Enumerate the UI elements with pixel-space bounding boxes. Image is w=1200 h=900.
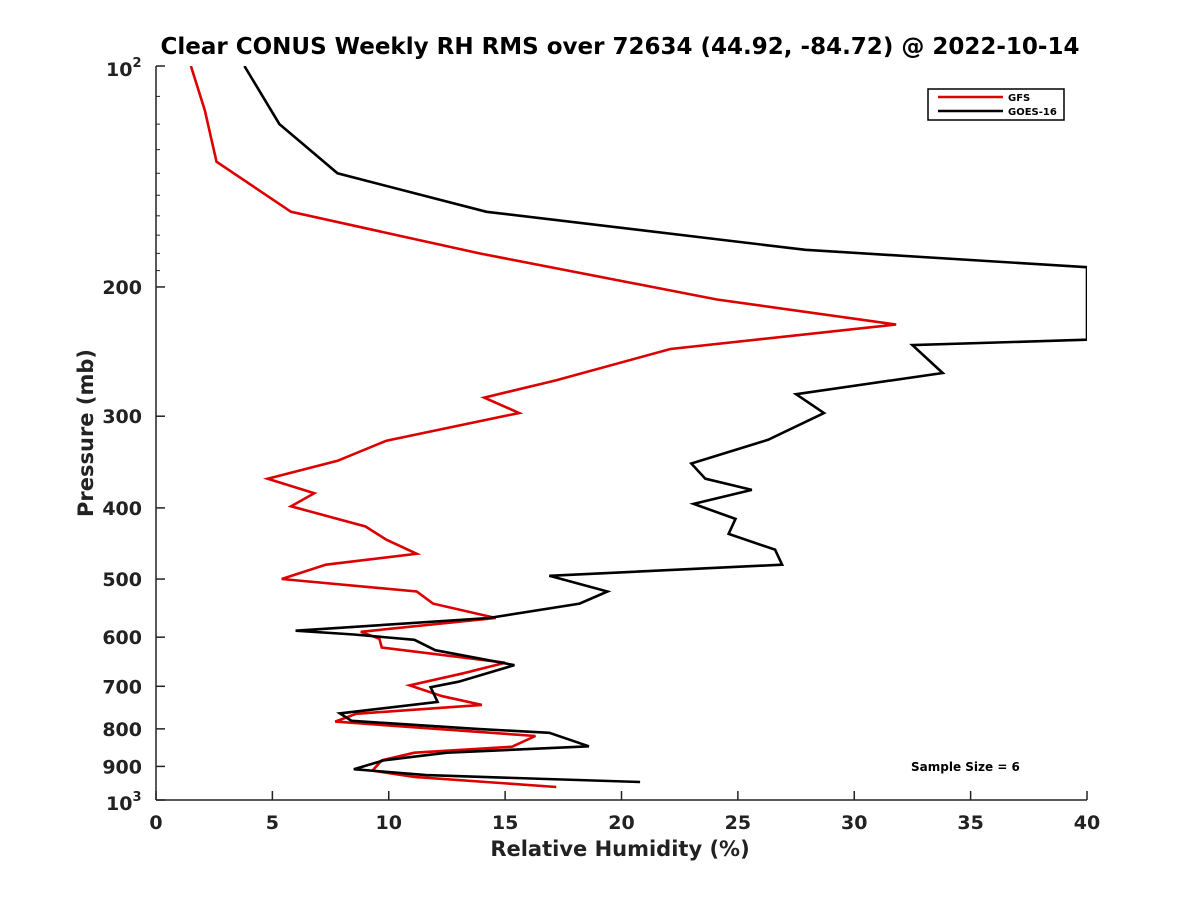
- y-bottom-tick-label: 103: [106, 790, 142, 815]
- x-tick-label: 5: [266, 812, 279, 834]
- series-layer: [189, 66, 1087, 789]
- y-tick-label: 300: [102, 406, 142, 428]
- legend-gfs-label: GFS: [1008, 93, 1030, 104]
- y-tick-label: 400: [102, 498, 142, 520]
- x-tick-label: 40: [1074, 812, 1100, 834]
- y-tick-label: 900: [102, 756, 142, 778]
- y-tick-label: 600: [102, 627, 142, 649]
- y-ticks: 200 300 400 500 600 700 800 900: [102, 65, 165, 801]
- y-tick-label: 200: [102, 277, 142, 299]
- chart-title: Clear CONUS Weekly RH RMS over 72634 (44…: [161, 34, 1080, 60]
- x-tick-label: 30: [841, 812, 867, 834]
- x-tick-label: 10: [376, 812, 402, 834]
- sample-size-annotation: Sample Size = 6: [911, 760, 1020, 774]
- legend: GFS GOES-16: [927, 88, 1065, 121]
- x-ticks: 0 5 10 15 20 25 30 35 40: [149, 791, 1100, 834]
- x-tick-label: 15: [492, 812, 518, 834]
- y-tick-label: 700: [102, 676, 142, 698]
- x-axis-label: Relative Humidity (%): [490, 837, 749, 861]
- x-tick-label: 0: [149, 812, 162, 834]
- y-tick-label: 800: [102, 719, 142, 741]
- legend-box: [927, 88, 1065, 121]
- x-tick-label: 25: [725, 812, 751, 834]
- y-tick-label: 500: [102, 569, 142, 591]
- y-top-tick-label: 102: [106, 56, 142, 81]
- y-axis-label: Pressure (mb): [74, 349, 98, 517]
- x-tick-label: 20: [608, 812, 634, 834]
- x-tick-label: 35: [957, 812, 983, 834]
- legend-goes16-label: GOES-16: [1008, 107, 1057, 118]
- series-line-gfs: [189, 66, 897, 789]
- series-line-goes16: [243, 66, 1087, 784]
